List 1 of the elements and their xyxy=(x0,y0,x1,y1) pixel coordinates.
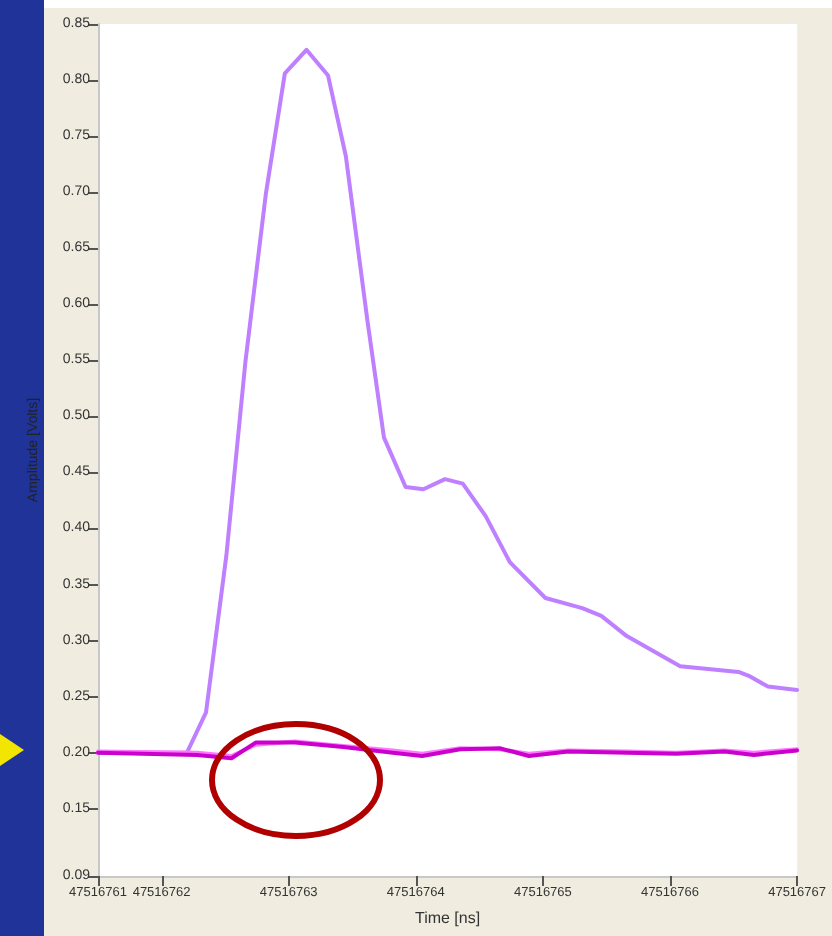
x-axis-title: Time [ns] xyxy=(414,908,481,927)
